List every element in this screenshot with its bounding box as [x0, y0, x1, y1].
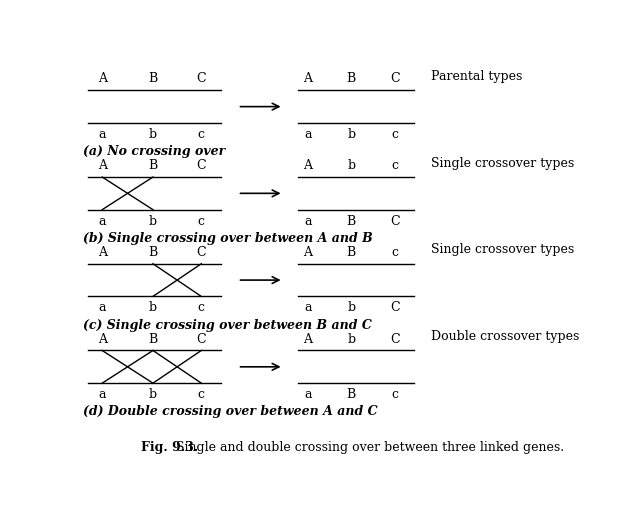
Text: b: b [149, 388, 157, 401]
Text: Single and double crossing over between three linked genes.: Single and double crossing over between … [172, 441, 565, 454]
Text: c: c [391, 128, 398, 141]
Text: A: A [303, 159, 312, 172]
Text: c: c [198, 214, 205, 228]
Text: (c) Single crossing over between B and C: (c) Single crossing over between B and C [83, 318, 372, 331]
Text: (b) Single crossing over between A and B: (b) Single crossing over between A and B [83, 232, 373, 245]
Text: B: B [346, 72, 356, 85]
Text: b: b [347, 333, 355, 346]
Text: B: B [346, 388, 356, 401]
Text: A: A [98, 246, 107, 259]
Text: c: c [391, 246, 398, 259]
Text: c: c [391, 388, 398, 401]
Text: b: b [149, 214, 157, 228]
Text: A: A [303, 333, 312, 346]
Text: c: c [391, 159, 398, 172]
Text: B: B [149, 246, 158, 259]
Text: B: B [149, 333, 158, 346]
Text: B: B [346, 246, 356, 259]
Text: c: c [198, 128, 205, 141]
Text: (d) Double crossing over between A and C: (d) Double crossing over between A and C [83, 405, 378, 418]
Text: Fig. 9.3.: Fig. 9.3. [141, 441, 198, 454]
Text: C: C [390, 214, 399, 228]
Text: a: a [99, 128, 106, 141]
Text: C: C [390, 301, 399, 314]
Text: A: A [98, 333, 107, 346]
Text: C: C [390, 333, 399, 346]
Text: Single crossover types: Single crossover types [431, 243, 574, 257]
Text: A: A [303, 72, 312, 85]
Text: Parental types: Parental types [431, 70, 522, 83]
Text: b: b [347, 301, 355, 314]
Text: B: B [346, 214, 356, 228]
Text: A: A [303, 246, 312, 259]
Text: a: a [304, 301, 311, 314]
Text: a: a [99, 214, 106, 228]
Text: B: B [149, 72, 158, 85]
Text: A: A [98, 159, 107, 172]
Text: c: c [198, 388, 205, 401]
Text: C: C [390, 72, 399, 85]
Text: c: c [198, 301, 205, 314]
Text: Single crossover types: Single crossover types [431, 157, 574, 170]
Text: b: b [347, 128, 355, 141]
Text: C: C [197, 72, 206, 85]
Text: b: b [149, 301, 157, 314]
Text: a: a [304, 214, 311, 228]
Text: a: a [304, 388, 311, 401]
Text: Double crossover types: Double crossover types [431, 330, 580, 343]
Text: a: a [99, 301, 106, 314]
Text: b: b [347, 159, 355, 172]
Text: C: C [197, 159, 206, 172]
Text: C: C [197, 333, 206, 346]
Text: C: C [197, 246, 206, 259]
Text: (a) No crossing over: (a) No crossing over [83, 145, 225, 158]
Text: a: a [99, 388, 106, 401]
Text: A: A [98, 72, 107, 85]
Text: B: B [149, 159, 158, 172]
Text: b: b [149, 128, 157, 141]
Text: a: a [304, 128, 311, 141]
